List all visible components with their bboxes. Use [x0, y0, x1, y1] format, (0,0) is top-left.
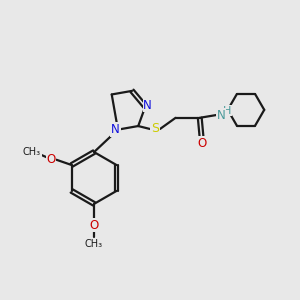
Text: O: O — [197, 137, 206, 150]
Text: H: H — [223, 106, 232, 116]
Text: S: S — [151, 122, 159, 136]
Text: O: O — [46, 153, 56, 166]
Text: CH₃: CH₃ — [23, 147, 41, 157]
Text: N: N — [143, 99, 152, 112]
Text: N: N — [217, 109, 225, 122]
Text: N: N — [111, 123, 120, 136]
Text: CH₃: CH₃ — [85, 239, 103, 249]
Text: O: O — [89, 219, 99, 232]
